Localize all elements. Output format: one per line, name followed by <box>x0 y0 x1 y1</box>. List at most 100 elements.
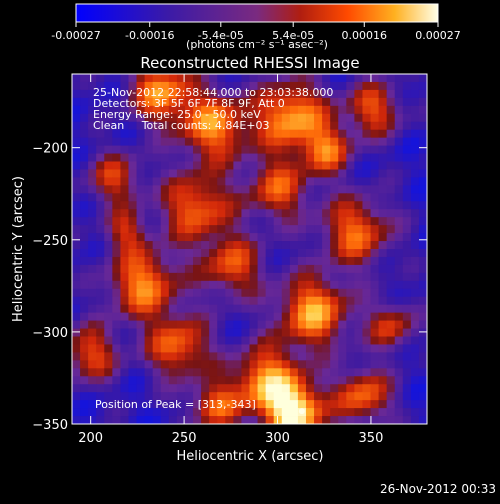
heatmap-cell <box>217 408 226 417</box>
heatmap-cell <box>176 153 186 162</box>
heatmap-cell <box>88 296 97 306</box>
heatmap-cell <box>209 217 218 226</box>
heatmap-cell <box>96 256 105 266</box>
heatmap-cell <box>273 408 283 417</box>
heatmap-cell <box>217 89 226 99</box>
heatmap-cell <box>281 400 291 409</box>
heatmap-cell <box>314 201 323 210</box>
heatmap-cell <box>176 360 186 369</box>
heatmap-cell <box>257 280 267 290</box>
heatmap-cell <box>370 336 379 345</box>
heatmap-cell <box>241 145 250 154</box>
heatmap-cell <box>289 320 299 329</box>
heatmap-cell <box>233 256 242 266</box>
heatmap-cell <box>193 249 202 258</box>
heatmap-cell <box>394 121 404 131</box>
heatmap-cell <box>233 344 242 353</box>
heatmap-cell <box>176 89 186 99</box>
heatmap-cell <box>338 201 347 210</box>
heatmap-cell <box>330 344 339 353</box>
heatmap-cell <box>144 241 154 250</box>
y-axis-label: Heliocentric Y (arcsec) <box>11 176 26 322</box>
heatmap-cell <box>265 193 275 202</box>
heatmap-cell <box>152 352 162 361</box>
heatmap-cell <box>225 280 234 290</box>
heatmap-cell <box>265 185 275 194</box>
heatmap-cell <box>152 121 162 131</box>
heatmap-cell <box>314 225 323 234</box>
heatmap-cell <box>346 344 355 353</box>
heatmap-cell <box>225 408 234 417</box>
heatmap-cell <box>402 74 412 83</box>
heatmap-cell <box>72 225 81 234</box>
heatmap-cell <box>265 288 275 298</box>
heatmap-cell <box>410 304 420 314</box>
heatmap-cell <box>201 368 210 377</box>
heatmap-cell <box>346 137 355 146</box>
heatmap-cell <box>346 280 355 290</box>
heatmap-cell <box>297 336 307 345</box>
heatmap-cell <box>418 129 428 139</box>
heatmap-cell <box>217 376 226 385</box>
heatmap-cell <box>144 129 154 139</box>
heatmap-cell <box>184 384 194 393</box>
heatmap-cell <box>136 304 146 314</box>
heatmap-cell <box>370 416 379 425</box>
heatmap-cell <box>72 264 81 274</box>
heatmap-cell <box>354 105 363 115</box>
heatmap-cell <box>176 400 186 409</box>
heatmap-cell <box>72 408 81 417</box>
heatmap-cell <box>386 89 396 99</box>
heatmap-cell <box>217 344 226 353</box>
heatmap-cell <box>402 256 412 266</box>
heatmap-cell <box>72 336 81 345</box>
heatmap-cell <box>273 105 283 115</box>
heatmap-cell <box>362 105 371 115</box>
heatmap-cell <box>96 105 105 115</box>
heatmap-cell <box>201 280 210 290</box>
heatmap-cell <box>249 344 258 353</box>
heatmap-cell <box>104 137 113 146</box>
heatmap-cell <box>273 288 283 298</box>
heatmap-cell <box>120 376 129 385</box>
heatmap-cell <box>338 89 347 99</box>
heatmap-cell <box>176 256 186 266</box>
heatmap-cell <box>386 249 396 258</box>
heatmap-cell <box>80 312 89 321</box>
heatmap-cell <box>257 74 267 83</box>
heatmap-cell <box>136 145 146 154</box>
heatmap-cell <box>104 328 113 337</box>
heatmap-cell <box>168 288 178 298</box>
heatmap-cell <box>72 368 81 377</box>
heatmap-cell <box>297 360 307 369</box>
heatmap-cell <box>104 233 113 242</box>
heatmap-cell <box>144 400 154 409</box>
heatmap-cell <box>386 241 396 250</box>
heatmap-cell <box>233 161 242 170</box>
heatmap-cell <box>378 272 388 282</box>
heatmap-cell <box>281 225 291 234</box>
heatmap-cell <box>418 352 428 361</box>
heatmap-cell <box>136 296 146 306</box>
heatmap-cell <box>257 400 267 409</box>
heatmap-cell <box>152 320 162 329</box>
heatmap-cell <box>96 408 105 417</box>
heatmap-cell <box>410 209 420 218</box>
heatmap-cell <box>209 352 218 361</box>
heatmap-cell <box>410 201 420 210</box>
heatmap-cell <box>225 400 234 409</box>
heatmap-cell <box>273 233 283 242</box>
heatmap-cell <box>201 209 210 218</box>
heatmap-cell <box>176 145 186 154</box>
heatmap-cell <box>80 97 89 107</box>
heatmap-cell <box>184 416 194 425</box>
heatmap-cell <box>128 352 137 361</box>
heatmap-cell <box>402 89 412 99</box>
heatmap-cell <box>201 296 210 306</box>
heatmap-cell <box>314 177 323 186</box>
heatmap-cell <box>418 328 428 337</box>
heatmap-cell <box>104 408 113 417</box>
heatmap-cell <box>233 264 242 274</box>
heatmap-cell <box>88 320 97 329</box>
heatmap-cell <box>281 312 291 321</box>
